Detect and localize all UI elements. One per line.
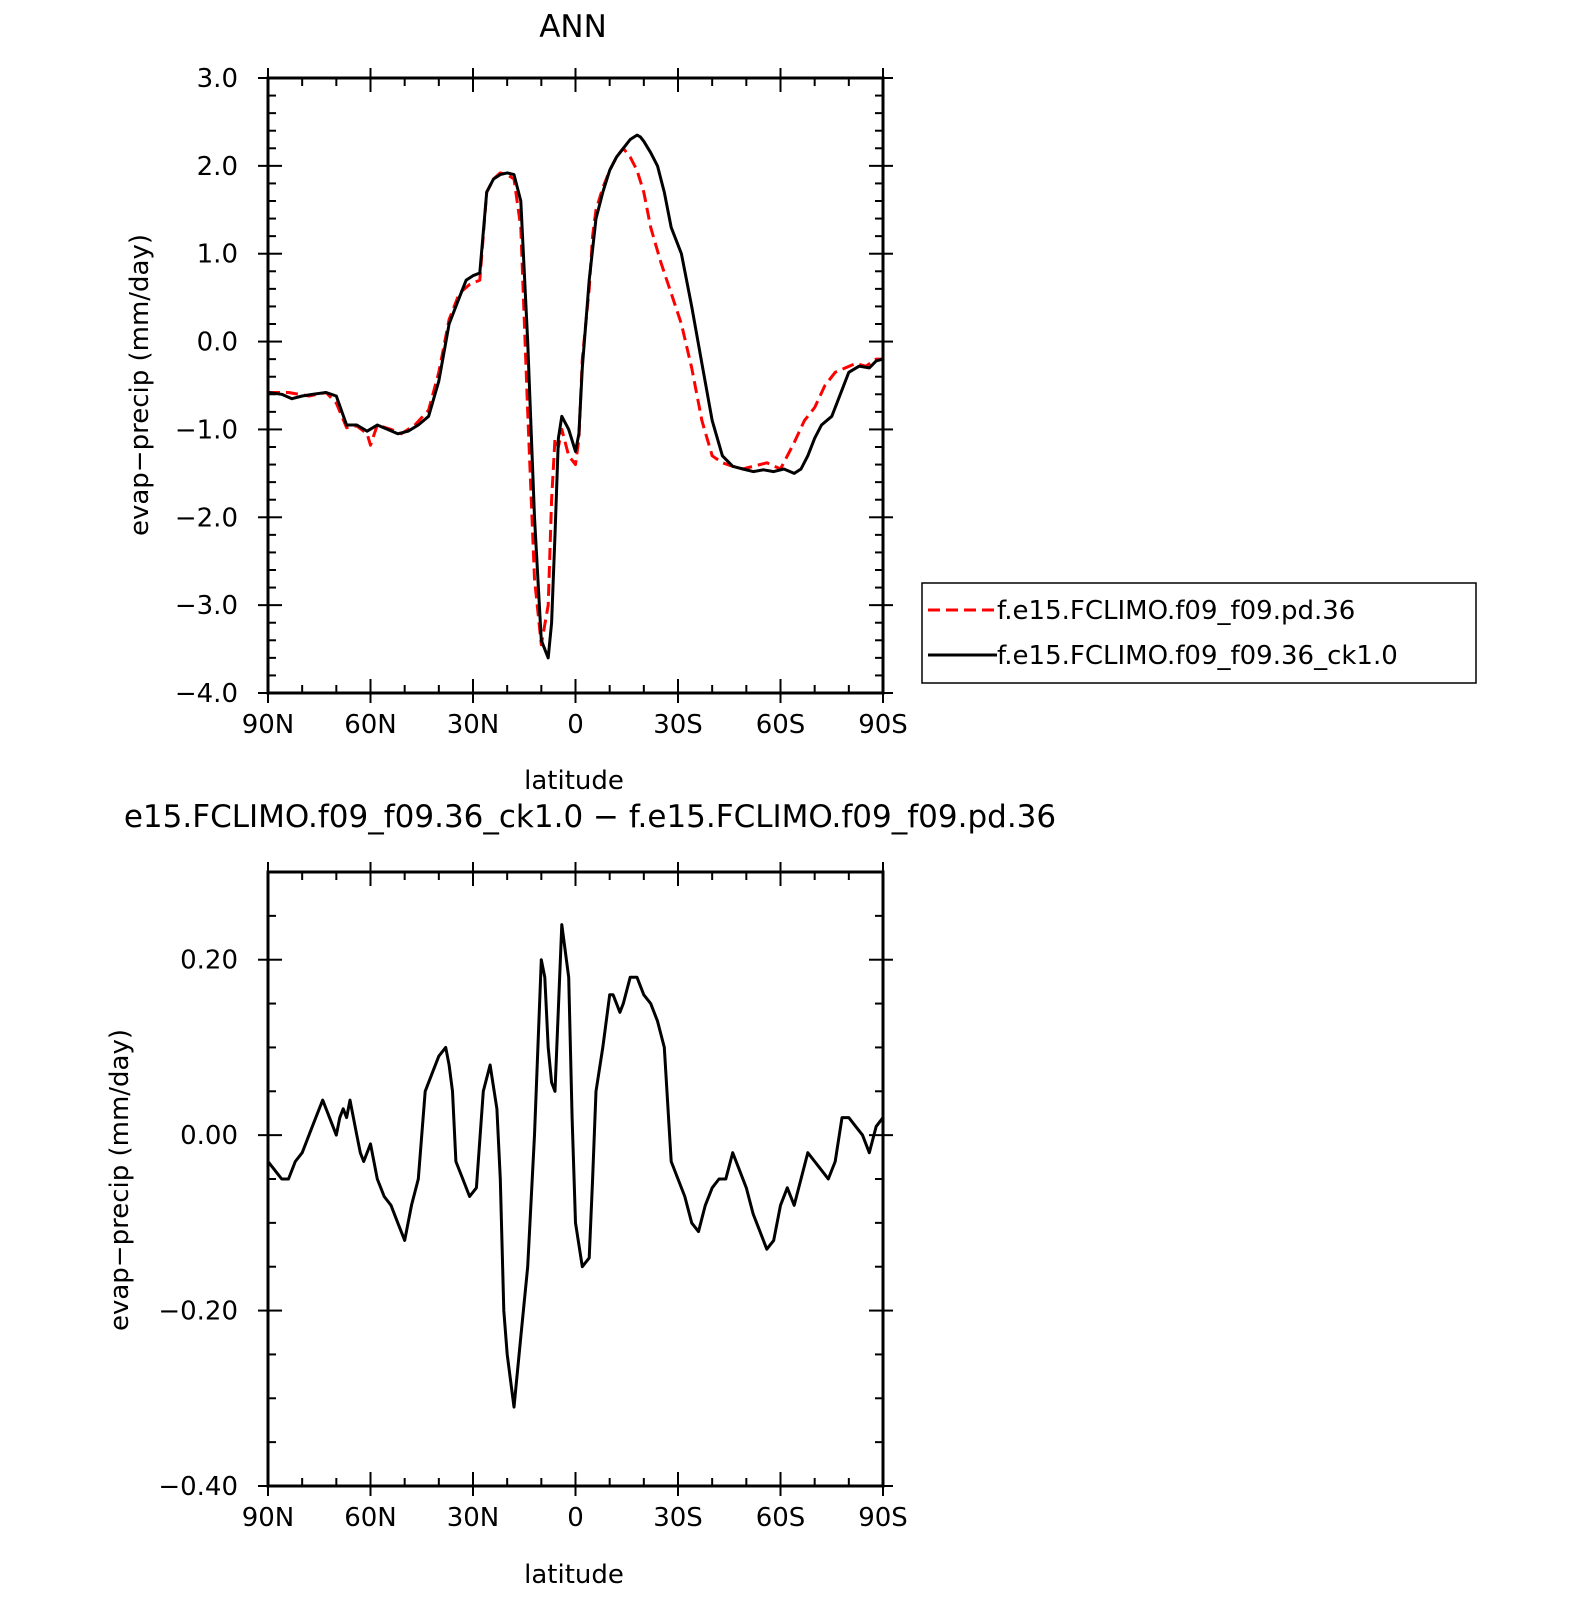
x-tick-label: 30N xyxy=(447,1503,500,1533)
panel-title: e15.FCLIMO.f09_f09.36_ck1.0 − f.e15.FCLI… xyxy=(124,799,1056,835)
legend-entry-ck: f.e15.FCLIMO.f09_f09.36_ck1.0 xyxy=(997,641,1398,671)
legend-box xyxy=(921,582,1477,684)
plot-frame xyxy=(266,870,885,1488)
x-tick-label: 0 xyxy=(567,1503,584,1533)
plot-lines xyxy=(266,923,885,1409)
series-line-0 xyxy=(266,923,885,1409)
plot-frame xyxy=(266,76,885,695)
x-tick-label: 90N xyxy=(242,710,295,740)
y-tick-label: −0.40 xyxy=(158,1472,238,1502)
x-tick-label: 90S xyxy=(858,1503,908,1533)
tick-labels: 90N 60N 30N 0 30S 60S 90S 3.0 2.0 1.0 0.0 −1.0 −2.0 −… xyxy=(175,64,908,740)
panel-difference: e15.FCLIMO.f09_f09.36_ck1.0 − f.e15.FCLI… xyxy=(105,799,1056,1590)
y-tick-label: −4.0 xyxy=(175,679,238,709)
x-tick-label: 60S xyxy=(756,710,806,740)
x-axis-label: latitude xyxy=(524,766,624,796)
y-tick-label: 1.0 xyxy=(197,240,238,270)
y-tick-label: 0.00 xyxy=(180,1121,238,1151)
y-tick-label: 0.20 xyxy=(180,946,238,976)
x-tick-label: 30N xyxy=(447,710,500,740)
x-tick-label: 0 xyxy=(567,710,584,740)
x-tick-label: 90S xyxy=(858,710,908,740)
panel-title: ANN xyxy=(539,9,607,45)
y-tick-label: −2.0 xyxy=(175,503,238,533)
y-axis-label: evap−precip (mm/day) xyxy=(125,234,155,536)
x-tick-label: 60N xyxy=(344,710,397,740)
ticks xyxy=(258,68,893,703)
x-tick-label: 60N xyxy=(344,1503,397,1533)
y-tick-label: −1.0 xyxy=(175,415,238,445)
x-axis-label: latitude xyxy=(524,1560,624,1590)
y-tick-label: −0.20 xyxy=(158,1297,238,1327)
y-tick-label: 3.0 xyxy=(197,64,238,94)
legend-entry-pd: f.e15.FCLIMO.f09_f09.pd.36 xyxy=(997,596,1355,626)
x-tick-label: 30S xyxy=(653,710,703,740)
x-tick-label: 30S xyxy=(653,1503,703,1533)
panel-annual-mean: ANN 90N 60N 30N 0 30S 60S 90S 3.0 2.0 1.0 0.0 −1.0 −… xyxy=(125,9,908,796)
tick-labels: 90N 60N 30N 0 30S 60S 90S 0.20 0.00 −0.20 −0.40 xyxy=(158,946,907,1533)
x-tick-label: 90N xyxy=(242,1503,295,1533)
plot-lines xyxy=(267,133,884,660)
y-tick-label: 2.0 xyxy=(197,152,238,182)
series-line-1 xyxy=(267,133,884,660)
x-tick-label: 60S xyxy=(756,1503,806,1533)
y-tick-label: −3.0 xyxy=(175,591,238,621)
y-axis-label: evap−precip (mm/day) xyxy=(105,1029,135,1331)
series-line-0 xyxy=(268,146,883,647)
y-tick-label: 0.0 xyxy=(197,328,238,358)
legend: f.e15.FCLIMO.f09_f09.pd.36 f.e15.FCLIMO.… xyxy=(921,582,1477,684)
